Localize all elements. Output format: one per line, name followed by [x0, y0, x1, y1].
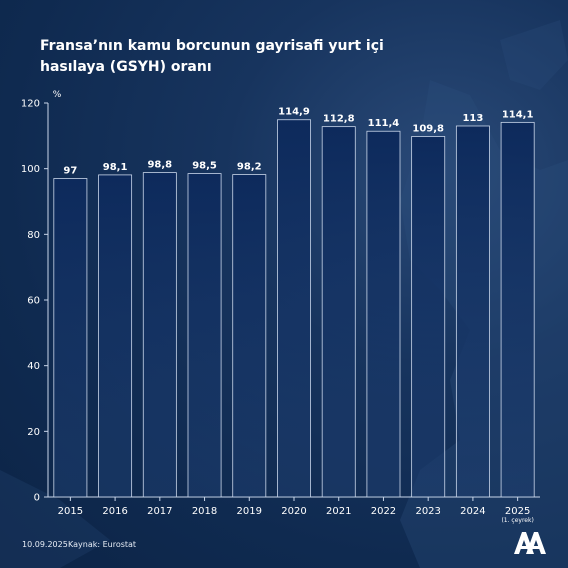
y-tick-label: 80 — [27, 230, 40, 241]
x-tick-label: 2021 — [326, 506, 351, 517]
y-tick-label: 0 — [34, 493, 40, 504]
bar — [187, 173, 222, 498]
y-tick-label: 40 — [27, 361, 40, 372]
x-tick-label: 2017 — [147, 506, 172, 517]
bar — [500, 121, 535, 498]
x-tick-label: 2023 — [415, 506, 440, 517]
bar-value-label: 109,8 — [412, 123, 444, 134]
x-tick-label: 2022 — [371, 506, 396, 517]
bar — [142, 172, 177, 498]
x-tick-label: 2024 — [460, 506, 485, 517]
bar — [411, 136, 446, 498]
y-unit-label: % — [53, 90, 62, 100]
x-tick-label: 2015 — [58, 506, 83, 517]
bar — [455, 125, 490, 498]
bar — [98, 174, 133, 498]
bar-value-label: 97 — [63, 166, 77, 177]
publish-date: 10.09.2025 — [22, 540, 68, 549]
source-note: Kaynak: Eurostat — [68, 540, 137, 549]
agency-logo — [514, 532, 546, 554]
chart-title: Fransa’nın kamu borcunun gayrisafi yurt … — [40, 38, 384, 75]
bar-value-label: 98,1 — [103, 162, 128, 173]
x-tick-label: 2016 — [102, 506, 127, 517]
y-tick-label: 100 — [21, 164, 40, 175]
bar-value-label: 98,2 — [237, 162, 262, 173]
bar-value-label: 114,1 — [502, 109, 534, 120]
bar-value-label: 114,9 — [278, 107, 310, 118]
x-tick-label: 2025 — [505, 506, 530, 517]
bar-value-label: 112,8 — [323, 114, 355, 125]
bar — [277, 119, 311, 498]
x-tick-note: (1. çeyrek) — [501, 517, 533, 524]
x-tick-label: 2019 — [237, 506, 262, 517]
bar — [321, 126, 356, 498]
bar — [232, 174, 267, 498]
y-tick-label: 60 — [27, 296, 40, 307]
bar-value-label: 113 — [462, 113, 483, 124]
bar-value-label: 111,4 — [368, 118, 400, 129]
bar — [53, 178, 88, 498]
x-tick-label: 2018 — [192, 506, 217, 517]
y-tick-label: 20 — [27, 427, 40, 438]
x-tick-label: 2020 — [281, 506, 306, 517]
y-tick-label: 120 — [21, 99, 40, 110]
bar — [366, 130, 401, 498]
bar-value-label: 98,8 — [147, 160, 172, 171]
bar-value-label: 98,5 — [192, 161, 217, 172]
